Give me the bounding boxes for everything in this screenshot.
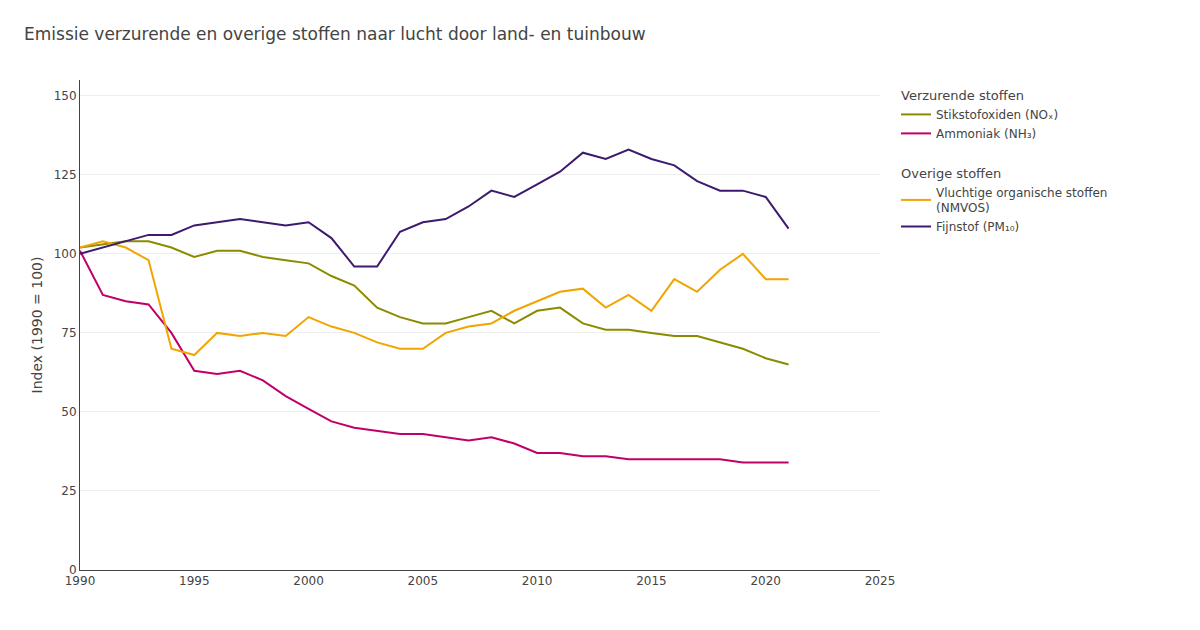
svg-text:Stikstofoxiden (NOₓ): Stikstofoxiden (NOₓ) bbox=[936, 108, 1058, 122]
svg-text:Verzurende stoffen: Verzurende stoffen bbox=[901, 88, 1024, 103]
svg-text:0: 0 bbox=[69, 563, 77, 577]
svg-text:Fijnstof (PM₁₀): Fijnstof (PM₁₀) bbox=[936, 220, 1019, 234]
svg-text:Overige stoffen: Overige stoffen bbox=[901, 166, 1001, 181]
svg-text:2010: 2010 bbox=[522, 574, 553, 588]
svg-text:2000: 2000 bbox=[293, 574, 324, 588]
svg-text:Emissie verzurende en overige: Emissie verzurende en overige stoffen na… bbox=[24, 24, 646, 44]
svg-text:Index (1990 = 100): Index (1990 = 100) bbox=[29, 257, 45, 394]
svg-text:75: 75 bbox=[61, 326, 76, 340]
svg-text:Ammoniak (NH₃): Ammoniak (NH₃) bbox=[936, 127, 1036, 141]
svg-text:50: 50 bbox=[61, 405, 76, 419]
svg-text:2005: 2005 bbox=[408, 574, 439, 588]
svg-text:2015: 2015 bbox=[636, 574, 667, 588]
svg-text:2020: 2020 bbox=[750, 574, 781, 588]
svg-text:150: 150 bbox=[54, 89, 77, 103]
svg-text:2025: 2025 bbox=[865, 574, 896, 588]
svg-text:1995: 1995 bbox=[179, 574, 210, 588]
svg-text:125: 125 bbox=[54, 168, 77, 182]
svg-text:25: 25 bbox=[61, 484, 76, 498]
svg-text:1990: 1990 bbox=[65, 574, 96, 588]
svg-text:100: 100 bbox=[54, 247, 77, 261]
svg-text:Vluchtige organische stoffen(N: Vluchtige organische stoffen(NMVOS) bbox=[936, 186, 1107, 216]
